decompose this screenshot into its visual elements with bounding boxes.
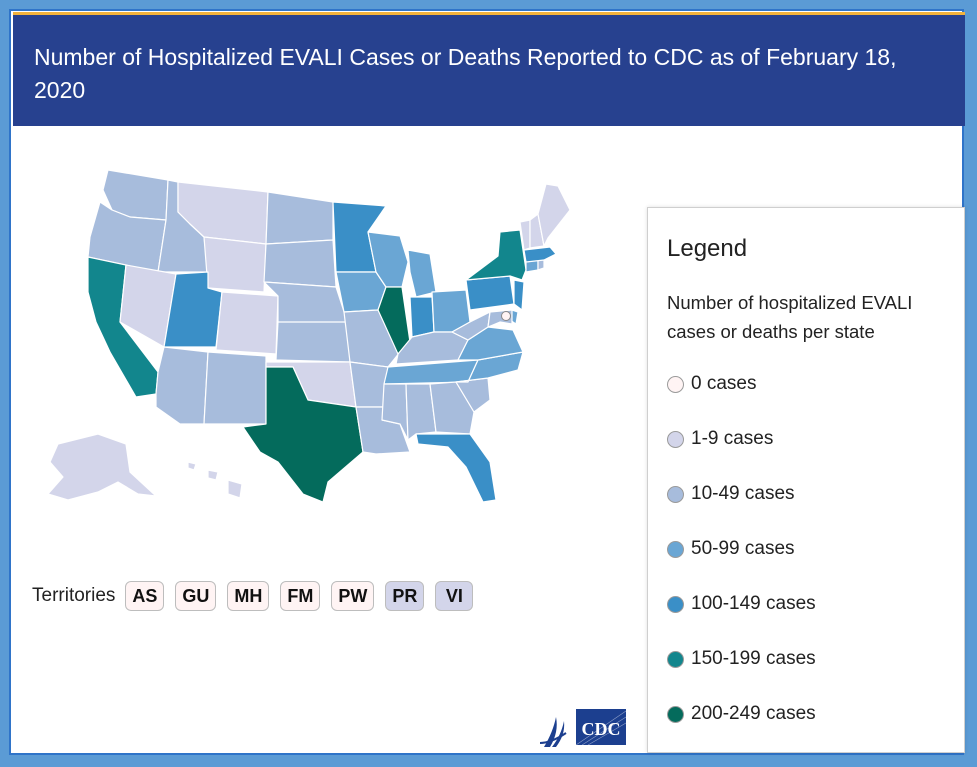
legend-item-4: 100-149 cases xyxy=(667,593,816,615)
header-bar: Number of Hospitalized EVALI Cases or De… xyxy=(13,12,965,126)
legend-label: 200-249 cases xyxy=(691,703,816,724)
legend-swatch xyxy=(667,375,684,393)
territory-gu[interactable]: GU xyxy=(175,581,217,611)
state-ri[interactable] xyxy=(537,259,545,271)
hhs-eagle-icon: CDC xyxy=(539,709,627,747)
legend-swatch xyxy=(667,485,684,503)
territory-fm[interactable]: FM xyxy=(280,581,321,611)
state-dc[interactable] xyxy=(501,311,511,321)
legend-label: 100-149 cases xyxy=(691,593,816,614)
cdc-logo: CDC xyxy=(536,703,628,753)
legend-swatch xyxy=(667,650,684,668)
legend-label: 50-99 cases xyxy=(691,538,795,559)
legend-swatch xyxy=(667,540,684,558)
state-nj[interactable] xyxy=(513,279,525,311)
state-co[interactable] xyxy=(215,291,279,355)
legend-subtitle: Number of hospitalized EVALI cases or de… xyxy=(667,292,913,342)
legend-swatch xyxy=(667,705,684,723)
state-sd[interactable] xyxy=(263,239,337,288)
state-me[interactable] xyxy=(537,183,571,247)
legend-item-5: 150-199 cases xyxy=(667,648,816,670)
legend-item-0: 0 cases xyxy=(667,373,756,395)
territory-pw[interactable]: PW xyxy=(331,581,375,611)
state-pa[interactable] xyxy=(465,275,515,311)
legend-item-6: 200-249 cases xyxy=(667,703,816,725)
territory-mh[interactable]: MH xyxy=(227,581,270,611)
us-map-svg xyxy=(47,169,571,503)
state-mi[interactable] xyxy=(407,249,437,298)
legend-label: 1-9 cases xyxy=(691,428,774,449)
territories-label: Territories xyxy=(32,585,116,606)
legend-item-1: 1-9 cases xyxy=(667,428,773,450)
legend-item-3: 50-99 cases xyxy=(667,538,795,560)
state-hi[interactable] xyxy=(187,461,243,499)
legend-label: 150-199 cases xyxy=(691,648,816,669)
state-nm[interactable] xyxy=(203,351,267,425)
legend-panel: Legend Number of hospitalized EVALI case… xyxy=(647,207,965,753)
state-tx[interactable] xyxy=(242,366,364,503)
state-ks[interactable] xyxy=(275,321,351,363)
us-map xyxy=(38,162,578,522)
state-ny[interactable] xyxy=(465,229,527,281)
cdc-logo-text: CDC xyxy=(582,719,621,739)
state-az[interactable] xyxy=(155,346,209,425)
legend-title: Legend xyxy=(667,235,748,262)
state-ar[interactable] xyxy=(349,361,389,408)
territory-vi[interactable]: VI xyxy=(435,581,474,611)
legend-swatch xyxy=(667,595,684,613)
state-ms[interactable] xyxy=(381,383,409,441)
state-ga[interactable] xyxy=(429,381,475,435)
state-wy[interactable] xyxy=(203,236,267,293)
legend-swatch xyxy=(667,430,684,448)
state-ia[interactable] xyxy=(335,271,387,313)
state-nd[interactable] xyxy=(265,191,334,245)
state-in[interactable] xyxy=(409,296,435,338)
page-title: Number of Hospitalized EVALI Cases or De… xyxy=(34,44,897,103)
legend-label: 10-49 cases xyxy=(691,483,795,504)
state-ma[interactable] xyxy=(523,246,557,263)
legend-label: 0 cases xyxy=(691,373,757,394)
state-mo[interactable] xyxy=(343,309,401,368)
state-al[interactable] xyxy=(405,383,437,441)
legend-item-2: 10-49 cases xyxy=(667,483,795,505)
territory-pr[interactable]: PR xyxy=(385,581,425,611)
state-fl[interactable] xyxy=(415,433,497,503)
state-ak[interactable] xyxy=(47,433,157,501)
territories-bar: Territories AS GU MH FM PW PR VI xyxy=(32,580,484,612)
territory-as[interactable]: AS xyxy=(125,581,165,611)
